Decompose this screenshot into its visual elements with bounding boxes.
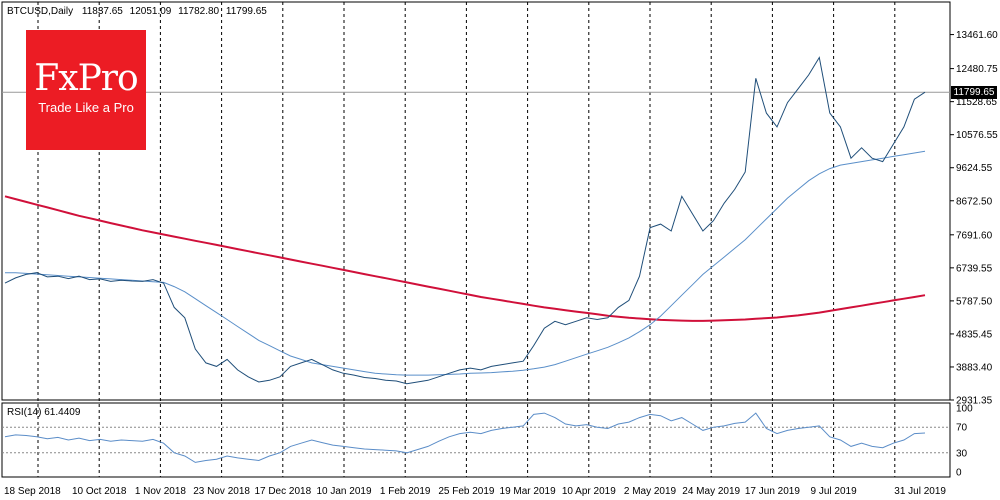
time-axis: 18 Sep 2018 10 Oct 2018 1 Nov 2018 23 Nov 2… [4,486,946,497]
price-series [4,56,926,385]
chart-header: BTCUSD,Daily 11837.65 12051.09 11782.80 … [7,6,267,17]
rsi-tick-label: 70 [956,423,968,434]
price-tick-label: 8672.50 [956,196,993,207]
fxpro-logo: FxPro Trade Like a Pro [26,30,146,150]
time-tick-label: 10 Oct 2018 [72,486,127,497]
rsi-levels [2,426,950,454]
time-tick-label: 17 Dec 2018 [254,486,311,497]
price-tick-label: 12480.75 [956,64,998,75]
price-tick-label: 4835.45 [956,329,993,340]
time-tick-label: 10 Apr 2019 [562,486,616,497]
current-price-label: 11799.65 [951,86,997,99]
price-tick-label: 3883.40 [956,362,993,373]
rsi-series [4,412,926,463]
ma-fast-series [5,150,926,376]
time-tick-label: 18 Sep 2018 [4,486,61,497]
time-tick-label: 19 Mar 2019 [500,486,557,497]
header-high: 12051.09 [130,6,172,17]
grid-lines [37,2,896,477]
rsi-tick-label: 0 [956,468,962,479]
price-tick-label: 9624.55 [956,163,993,174]
price-tick-label: 13461.60 [956,30,998,41]
price-tick-label: 2931.35 [956,396,993,407]
rsi-panel-frame [1,402,951,478]
price-tick-label: 11528.65 [956,97,997,108]
rsi-label: RSI(14) 61.4409 [7,407,81,418]
rsi-tick-label: 100 [956,404,973,415]
price-tick-label: 7691.60 [956,230,993,241]
time-tick-label: 1 Nov 2018 [135,486,187,497]
time-tick-label: 17 Jun 2019 [745,486,800,497]
logo-tagline: Trade Like a Pro [38,100,134,115]
header-low: 11782.80 [178,6,219,17]
time-tick-label: 9 Jul 2019 [811,486,858,497]
price-tick-label: 6739.55 [956,263,993,274]
header-open: 11837.65 [82,6,123,17]
time-tick-label: 24 May 2019 [682,486,740,497]
time-tick-label: 1 Feb 2019 [380,486,431,497]
header-close: 11799.65 [226,6,267,17]
time-tick-label: 2 May 2019 [624,486,677,497]
time-tick-label: 31 Jul 2019 [894,486,946,497]
price-tick-label: 10576.55 [956,130,998,141]
header-symbol: BTCUSD,Daily [7,6,73,17]
ma-slow-series [4,195,926,322]
time-tick-label: 10 Jan 2019 [316,486,371,497]
rsi-tick-label: 30 [956,448,968,459]
time-tick-label: 23 Nov 2018 [193,486,250,497]
rsi-axis: 100 70 30 0 [956,404,973,479]
price-tick-label: 5787.50 [956,296,993,307]
price-axis: 13461.60 12480.75 11528.65 10576.55 9624.55 8… [950,30,998,407]
logo-name: FxPro [34,58,138,99]
time-tick-label: 25 Feb 2019 [438,486,495,497]
